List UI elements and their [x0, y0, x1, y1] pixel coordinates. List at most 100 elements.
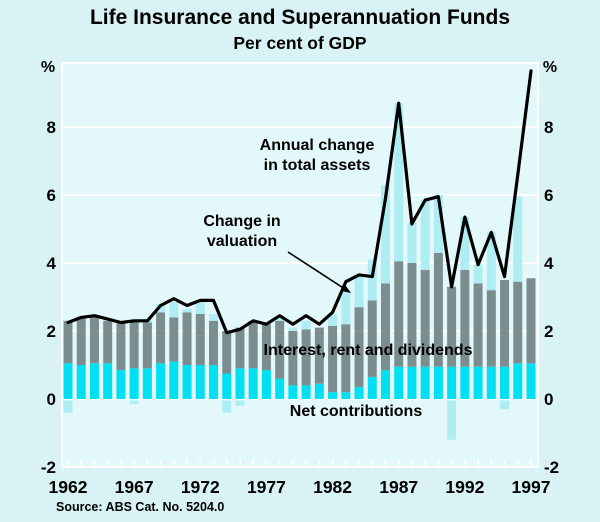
net-contributions-bar-1986 [380, 370, 390, 399]
interest-bar-1980 [301, 329, 311, 386]
net-contributions-bar-1990 [433, 366, 443, 399]
valuation-bar-1982 [328, 314, 338, 326]
net-contributions-bar-1972 [195, 365, 205, 399]
y-tick-label-right-0: 0 [544, 390, 553, 409]
interest-bar-1990 [433, 252, 443, 367]
net-contributions-bar-1993 [473, 366, 483, 399]
x-tick-label-1977: 1977 [247, 477, 286, 497]
valuation-bar-1996 [513, 196, 523, 282]
interest-bar-1976 [248, 320, 258, 369]
interest-bar-1965 [103, 320, 113, 364]
annotation-interest-rent-dividends: Interest, rent and dividends [263, 342, 473, 359]
net-contributions-bar-1987 [394, 366, 404, 399]
valuation-bar-1986 [380, 184, 390, 284]
valuation-bar-1984 [354, 274, 364, 308]
net-contributions-bar-1977 [261, 370, 271, 399]
interest-bar-1962 [63, 320, 73, 364]
valuation-bar-negative-1962 [63, 400, 73, 413]
interest-bar-1985 [367, 300, 377, 377]
y-axis-unit-right: % [542, 59, 558, 76]
net-contributions-bar-1983 [341, 392, 351, 399]
interest-bar-1983 [341, 324, 351, 393]
interest-bar-1997 [526, 278, 536, 364]
annotation-change-in-valuation: Change in valuation [172, 212, 312, 252]
annotation-valuation-line2: valuation [206, 233, 278, 250]
interest-bar-1969 [156, 312, 166, 364]
net-contributions-bar-1975 [235, 368, 245, 399]
interest-bar-1988 [407, 263, 417, 367]
net-contributions-bar-1971 [182, 365, 192, 399]
valuation-bar-negative-1995 [500, 400, 510, 410]
y-axis-unit-left: % [40, 59, 56, 76]
net-contributions-bar-1980 [301, 385, 311, 399]
valuation-bar-1988 [407, 222, 417, 263]
interest-bar-1982 [328, 325, 338, 393]
y-tick-label-left--2: -2 [41, 458, 56, 477]
interest-bar-1984 [354, 307, 364, 388]
interest-bar-1975 [235, 327, 245, 369]
valuation-bar-1970 [169, 302, 179, 318]
net-contributions-bar-1994 [486, 366, 496, 399]
valuation-bar-1979 [288, 327, 298, 331]
net-contributions-bar-1991 [447, 366, 457, 399]
valuation-bar-1978 [275, 315, 285, 321]
y-tick-label-right-8: 8 [544, 118, 553, 137]
interest-bar-1994 [486, 290, 496, 367]
valuation-bar-negative-1991 [447, 400, 457, 440]
net-contributions-bar-1988 [407, 366, 417, 399]
interest-bar-1973 [209, 320, 219, 365]
net-contributions-bar-1974 [222, 373, 232, 399]
interest-bar-1971 [182, 312, 192, 365]
x-tick-label-1962: 1962 [49, 477, 88, 497]
valuation-bar-1989 [420, 200, 430, 270]
x-tick-label-1987: 1987 [379, 477, 418, 497]
net-contributions-bar-1997 [526, 363, 536, 399]
valuation-bar-1993 [473, 264, 483, 284]
net-contributions-bar-1985 [367, 376, 377, 399]
valuation-bar-1990 [433, 195, 443, 253]
valuation-bar-1980 [301, 320, 311, 330]
valuation-bar-1972 [195, 300, 205, 314]
interest-bar-1991 [447, 286, 457, 367]
net-contributions-bar-1979 [288, 385, 298, 399]
net-contributions-bar-1963 [76, 365, 86, 399]
interest-bar-1989 [420, 269, 430, 367]
interest-bar-1987 [394, 261, 404, 367]
annotation-valuation-line1: Change in [203, 213, 281, 230]
valuation-bar-negative-1974 [222, 400, 232, 413]
plot-border [61, 62, 539, 468]
interest-bar-1967 [129, 320, 139, 369]
net-contributions-bar-1976 [248, 368, 258, 399]
y-tick-label-right-4: 4 [544, 254, 554, 273]
interest-bar-1966 [116, 322, 126, 371]
interest-bar-1993 [473, 283, 483, 367]
net-contributions-bar-1964 [89, 363, 99, 399]
valuation-arrow-head [341, 285, 351, 293]
y-tick-label-right-6: 6 [544, 186, 553, 205]
interest-bar-1979 [288, 331, 298, 386]
valuation-bar-negative-1967 [129, 400, 139, 405]
y-tick-label-left-6: 6 [47, 186, 56, 205]
y-tick-label-left-4: 4 [47, 254, 57, 273]
interest-bar-1968 [142, 322, 152, 369]
y-tick-label-right--2: -2 [544, 458, 559, 477]
annotation-annual-change-line2: in total assets [263, 157, 371, 174]
interest-bar-1974 [222, 331, 232, 374]
x-tick-label-1967: 1967 [115, 477, 154, 497]
net-contributions-bar-1989 [420, 366, 430, 399]
net-contributions-bar-1995 [500, 366, 510, 399]
net-contributions-bar-1965 [103, 363, 113, 399]
valuation-bar-1983 [341, 290, 351, 325]
interest-bar-1996 [513, 281, 523, 364]
valuation-arrow-shaft [287, 251, 345, 290]
net-contributions-bar-1969 [156, 363, 166, 399]
net-contributions-bar-1973 [209, 365, 219, 399]
source-note: Source: ABS Cat. No. 5204.0 [56, 500, 225, 514]
valuation-bar-1973 [209, 314, 219, 321]
interest-bar-1986 [380, 283, 390, 371]
annotation-net-contributions: Net contributions [289, 403, 423, 420]
total-assets-line [66, 69, 533, 335]
valuation-bar-1994 [486, 232, 496, 291]
valuation-bar-1992 [460, 217, 470, 270]
